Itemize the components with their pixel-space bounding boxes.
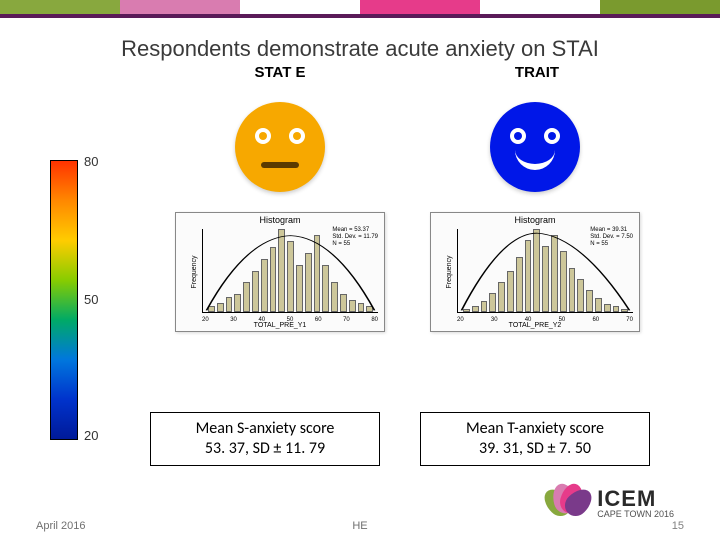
- chart-plot-area: [202, 229, 378, 313]
- scale-label: 20: [84, 428, 98, 443]
- page-title: Respondents demonstrate acute anxiety on…: [0, 36, 720, 62]
- stripe-seg: [360, 0, 480, 14]
- chart-xlabel: TOTAL_PRE_Y2: [431, 322, 639, 329]
- face-mouth: [515, 150, 555, 170]
- column-header-state: STAT E: [250, 64, 310, 81]
- emotion-face-trait: [490, 102, 580, 192]
- stripe-seg: [0, 0, 120, 14]
- scale-label: 50: [84, 292, 98, 307]
- stat-line: Mean T-anxiety score: [431, 419, 639, 439]
- logo-text: ICEM CAPE TOWN 2016: [597, 488, 674, 519]
- face-eye: [510, 128, 526, 144]
- accent-line: [0, 14, 720, 18]
- chart-plot-area: [457, 229, 633, 313]
- logo-icon: [543, 480, 593, 526]
- column-header-trait: TRAIT: [502, 64, 572, 81]
- histogram-trait: Histogram Mean = 39.31 Std. Dev. = 7.50 …: [430, 212, 640, 332]
- stripe-seg: [120, 0, 240, 14]
- chart-curve: [458, 229, 633, 312]
- chart-xlabel: TOTAL_PRE_Y1: [176, 322, 384, 329]
- stripe-seg: [480, 0, 600, 14]
- chart-ylabel: Frequency: [191, 255, 198, 288]
- stripe-seg: [600, 0, 720, 14]
- content-area: STAT E TRAIT 80 50 20 Histogram Mean = 5…: [0, 62, 720, 502]
- footer-center: HE: [352, 520, 367, 532]
- chart-ylabel: Frequency: [446, 255, 453, 288]
- stat-line: 39. 31, SD ± 7. 50: [431, 439, 639, 459]
- chart-title: Histogram: [431, 215, 639, 225]
- emotion-face-state: [235, 102, 325, 192]
- logo-sub: CAPE TOWN 2016: [597, 510, 674, 519]
- stripe-seg: [240, 0, 360, 14]
- footer-date: April 2016: [36, 520, 86, 532]
- conference-logo: ICEM CAPE TOWN 2016: [543, 480, 674, 526]
- logo-main: ICEM: [597, 488, 674, 510]
- face-mouth: [261, 162, 299, 168]
- stat-box-state: Mean S-anxiety score 53. 37, SD ± 11. 79: [150, 412, 380, 466]
- chart-title: Histogram: [176, 215, 384, 225]
- chart-curve: [203, 229, 378, 312]
- face-eye: [544, 128, 560, 144]
- stat-line: 53. 37, SD ± 11. 79: [161, 439, 369, 459]
- header-stripe: [0, 0, 720, 14]
- stat-box-trait: Mean T-anxiety score 39. 31, SD ± 7. 50: [420, 412, 650, 466]
- histogram-state: Histogram Mean = 53.37 Std. Dev. = 11.79…: [175, 212, 385, 332]
- face-eye: [255, 128, 271, 144]
- anxiety-scale-bar: [50, 160, 78, 440]
- stat-line: Mean S-anxiety score: [161, 419, 369, 439]
- face-eye: [289, 128, 305, 144]
- scale-label: 80: [84, 154, 98, 169]
